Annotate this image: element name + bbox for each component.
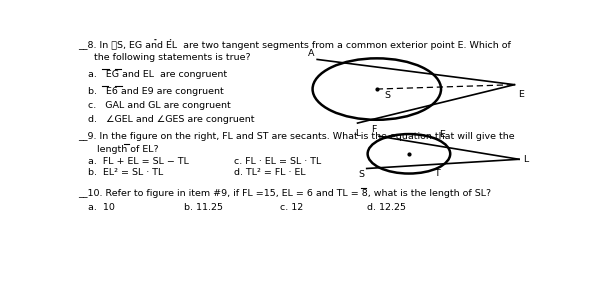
Text: b. 11.25: b. 11.25	[175, 203, 223, 212]
Text: __10. Refer to figure in item #9, if FL =15, EL = 6 and TL = 8, what is the leng: __10. Refer to figure in item #9, if FL …	[79, 189, 492, 198]
Text: F: F	[371, 125, 377, 134]
Text: E: E	[439, 130, 445, 139]
Text: d.   ∠GEL and ∠GES are congruent: d. ∠GEL and ∠GES are congruent	[79, 115, 254, 124]
Text: c. FL · EL = SL · TL: c. FL · EL = SL · TL	[226, 157, 321, 166]
Text: the following statements is true?: the following statements is true?	[79, 53, 250, 62]
Text: L: L	[355, 129, 360, 138]
Text: T: T	[434, 169, 440, 178]
Text: c. 12: c. 12	[271, 203, 304, 212]
Text: b.   E6 and E9 are congruent: b. E6 and E9 are congruent	[79, 87, 223, 96]
Text: a.   EG and EL  are congruent: a. EG and EL are congruent	[79, 70, 227, 80]
Text: __8. In ⃔S, EG and EL  are two tangent segments from a common exterior point E. : __8. In ⃔S, EG and EL are two tangent se…	[79, 41, 511, 50]
Text: E: E	[518, 90, 524, 99]
Text: c.   GAL and GL are congruent: c. GAL and GL are congruent	[79, 101, 230, 110]
Text: d. 12.25: d. 12.25	[359, 203, 407, 212]
Text: A: A	[308, 49, 315, 58]
Text: S: S	[385, 91, 391, 99]
Text: b.  EL² = SL · TL: b. EL² = SL · TL	[79, 168, 163, 177]
Text: a.  FL + EL = SL − TL: a. FL + EL = SL − TL	[79, 157, 188, 166]
Text: length of EL?: length of EL?	[79, 145, 158, 154]
Text: a.  10: a. 10	[79, 203, 114, 212]
Text: __9. In the figure on the right, FL and ST are secants. What is the equation tha: __9. In the figure on the right, FL and …	[79, 132, 515, 141]
Text: L: L	[523, 155, 528, 164]
Text: S: S	[358, 170, 365, 179]
Text: d. TL² = FL · EL: d. TL² = FL · EL	[226, 168, 306, 177]
